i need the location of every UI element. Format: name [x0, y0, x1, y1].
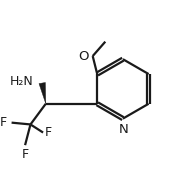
- Text: H₂N: H₂N: [9, 75, 33, 88]
- Text: F: F: [0, 116, 7, 129]
- Text: F: F: [45, 126, 52, 139]
- Text: O: O: [78, 50, 89, 63]
- Text: N: N: [119, 122, 129, 136]
- Text: F: F: [21, 148, 29, 161]
- Polygon shape: [39, 83, 46, 104]
